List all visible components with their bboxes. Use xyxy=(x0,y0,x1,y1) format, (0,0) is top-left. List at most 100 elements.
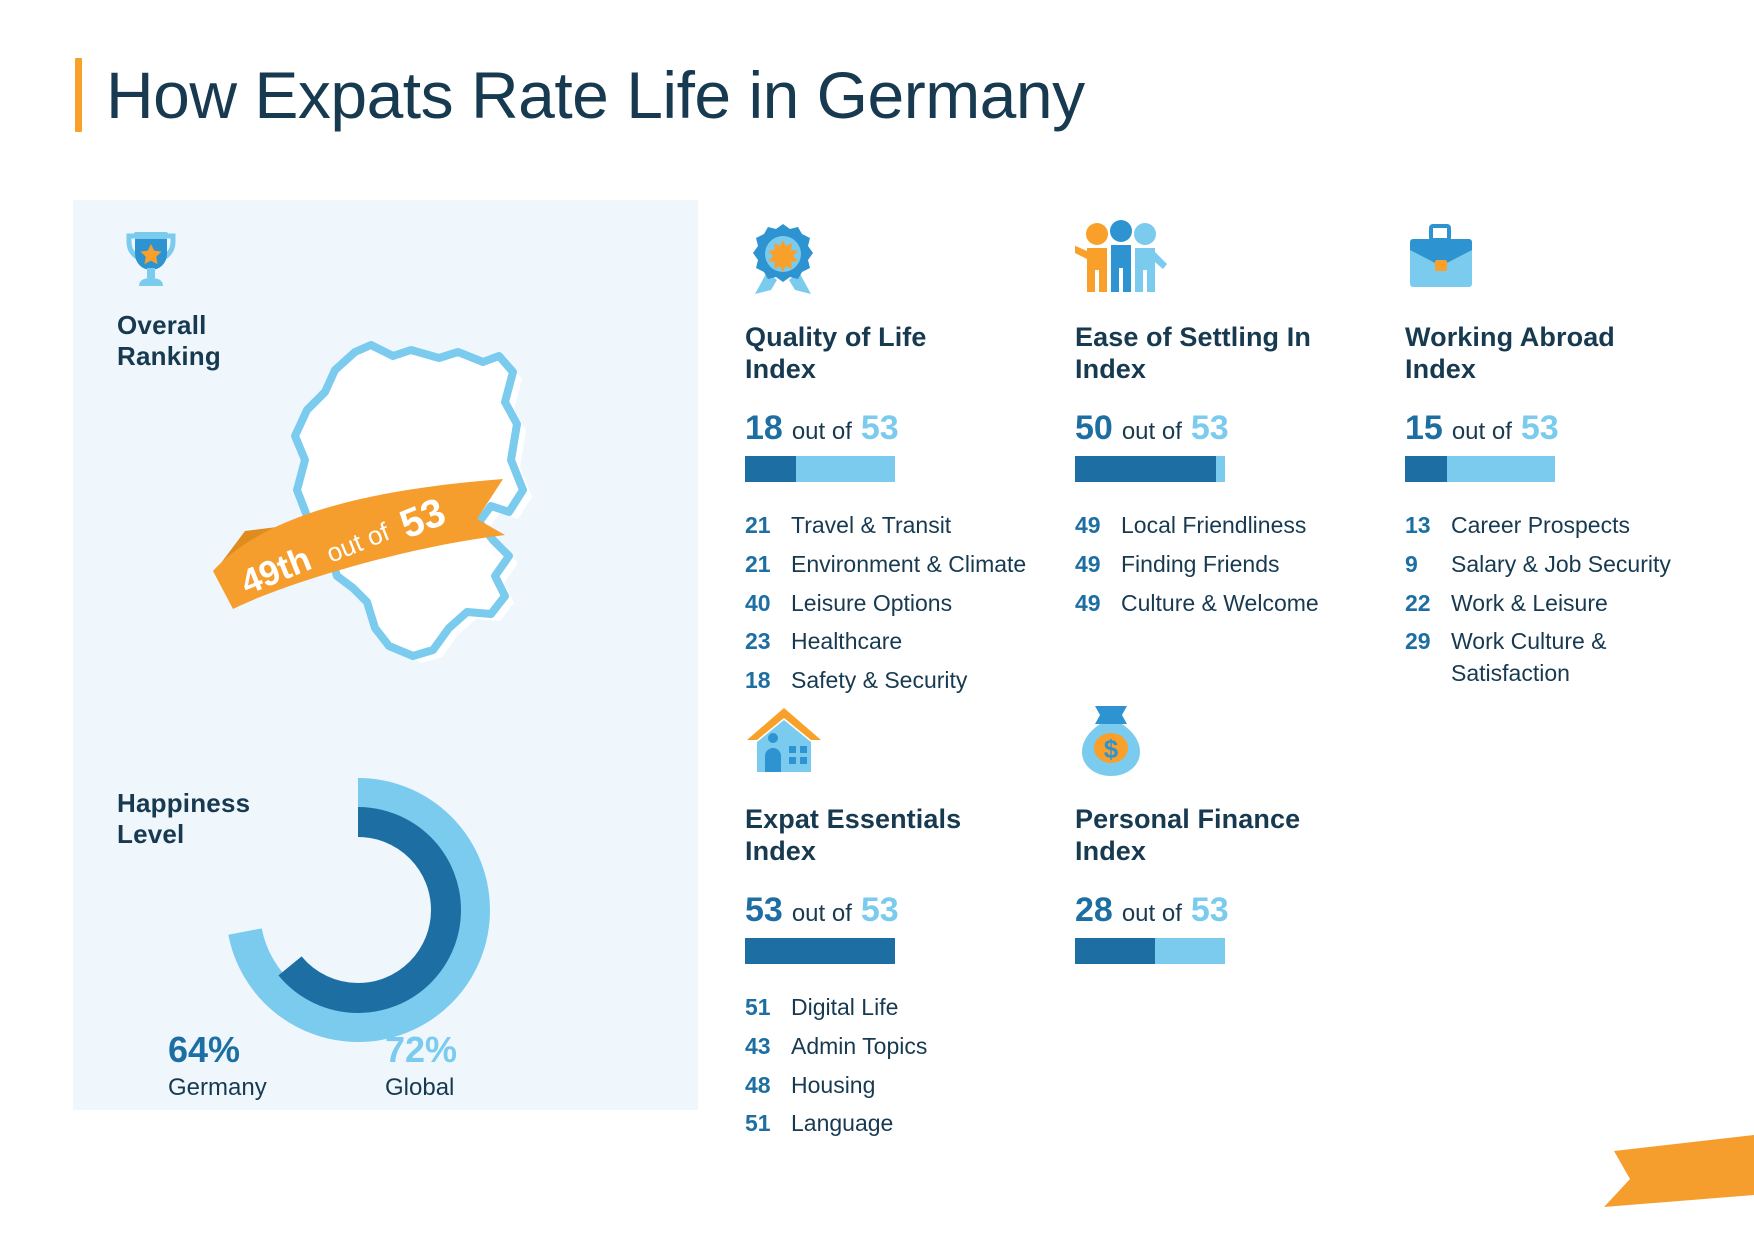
rank-value: 18 xyxy=(745,409,783,448)
rank-progress-bar xyxy=(1075,938,1225,965)
rank-out-of-text: out of xyxy=(1451,418,1512,446)
sub-rank: 40 xyxy=(745,589,771,616)
happiness-global-value: 72% xyxy=(385,1029,458,1070)
happiness-global-stat: 72% Global xyxy=(385,1030,457,1103)
card-title: Personal Finance Index xyxy=(1075,804,1301,866)
happiness-donut-chart xyxy=(208,760,508,1065)
money-bag-icon: $ xyxy=(1075,700,1405,778)
rank-line: 50 out of 53 xyxy=(1075,411,1405,445)
rank-value: 50 xyxy=(1075,409,1113,448)
overall-ranking-panel: Overall Ranking 49th out of 53 xyxy=(73,200,698,1110)
house-icon xyxy=(745,700,1075,778)
sub-rank: 21 xyxy=(745,550,771,577)
sub-index-list: 13 Career Prospects 9 Salary & Job Secur… xyxy=(1405,510,1735,690)
rank-total: 53 xyxy=(1520,409,1559,448)
sub-rank: 48 xyxy=(745,1071,771,1098)
rank-out-of-text: out of xyxy=(791,418,852,446)
rank-progress-bar xyxy=(745,456,895,483)
donut-arc-global xyxy=(226,778,490,1042)
rank-value: 28 xyxy=(1075,891,1113,930)
overall-rank-ribbon: 49th out of 53 xyxy=(203,475,523,625)
sub-label: Digital Life xyxy=(791,994,899,1021)
rank-value: 15 xyxy=(1405,409,1443,448)
sub-rank: 43 xyxy=(745,1032,771,1059)
happiness-germany-value: 64% xyxy=(168,1029,241,1070)
sub-rank: 49 xyxy=(1075,512,1101,539)
sub-label: Finding Friends xyxy=(1121,550,1280,577)
sub-label: Housing xyxy=(791,1071,876,1098)
sub-label: Environment & Climate xyxy=(791,550,1027,577)
list-item: 13 Career Prospects xyxy=(1405,510,1735,542)
rank-out-of-text: out of xyxy=(1121,900,1182,928)
list-item: 21 Environment & Climate xyxy=(745,549,1075,581)
sub-label: Healthcare xyxy=(791,628,903,655)
card-title: Expat Essentials Index xyxy=(745,804,962,866)
sub-label: Travel & Transit xyxy=(791,512,952,539)
rank-total: 53 xyxy=(1190,409,1229,448)
sub-label: Salary & Job Security xyxy=(1451,550,1671,577)
sub-rank: 51 xyxy=(745,1110,771,1137)
list-item: 18 Safety & Security xyxy=(745,665,1075,697)
happiness-germany-caption: Germany xyxy=(168,1073,267,1101)
rank-progress-fill xyxy=(1075,456,1216,483)
rank-line: 53 out of 53 xyxy=(745,893,1075,927)
card-title: Quality of Life Index xyxy=(745,322,927,384)
donut-arc-germany xyxy=(255,807,461,1013)
briefcase-icon xyxy=(1405,218,1735,296)
page-title: How Expats Rate Life in Germany xyxy=(106,58,1085,132)
rank-out-of-text: out of xyxy=(791,900,852,928)
index-card-working-abroad: Working Abroad Index 15 out of 53 13 Car… xyxy=(1405,218,1735,697)
card-title: Working Abroad Index xyxy=(1405,322,1615,384)
happiness-germany-stat: 64% Germany xyxy=(168,1030,267,1103)
sub-rank: 13 xyxy=(1405,512,1431,539)
list-item: 51 Language xyxy=(745,1108,1075,1140)
sub-label: Leisure Options xyxy=(791,589,953,616)
sub-rank: 49 xyxy=(1075,589,1101,616)
rank-total: 53 xyxy=(860,891,899,930)
sub-index-list: 49 Local Friendliness 49 Finding Friends… xyxy=(1075,510,1405,619)
rank-progress-fill xyxy=(745,938,895,965)
sub-rank: 18 xyxy=(745,667,771,694)
rank-line: 15 out of 53 xyxy=(1405,411,1735,445)
sub-label: Safety & Security xyxy=(791,667,968,694)
list-item: 43 Admin Topics xyxy=(745,1031,1075,1063)
rank-progress-bar xyxy=(1405,456,1555,483)
rank-progress-fill xyxy=(1405,456,1447,483)
list-item: 49 Finding Friends xyxy=(1075,549,1405,581)
sub-label: Culture & Welcome xyxy=(1121,589,1319,616)
rank-line: 28 out of 53 xyxy=(1075,893,1405,927)
rank-total: 53 xyxy=(1190,891,1229,930)
title-accent-bar xyxy=(75,58,82,132)
trophy-icon xyxy=(115,220,187,297)
list-item: 9 Salary & Job Security xyxy=(1405,549,1735,581)
sub-rank: 22 xyxy=(1405,589,1431,616)
rank-progress-fill xyxy=(745,456,796,483)
happiness-global-caption: Global xyxy=(385,1073,455,1101)
list-item: 49 Local Friendliness xyxy=(1075,510,1405,542)
list-item: 21 Travel & Transit xyxy=(745,510,1075,542)
sub-label: Work Culture & Satisfaction xyxy=(1451,628,1607,687)
index-card-personal-finance: $ Personal Finance Index 28 out of 53 xyxy=(1075,700,1405,965)
list-item: 23 Healthcare xyxy=(745,626,1075,658)
sub-index-list: 21 Travel & Transit 21 Environment & Cli… xyxy=(745,510,1075,697)
sub-label: Admin Topics xyxy=(791,1032,928,1059)
rank-progress-fill xyxy=(1075,938,1155,965)
page-header: How Expats Rate Life in Germany xyxy=(75,58,1085,132)
rank-out-of-text: out of xyxy=(1121,418,1182,446)
list-item: 40 Leisure Options xyxy=(745,588,1075,620)
sub-label: Career Prospects xyxy=(1451,512,1630,539)
rank-total: 53 xyxy=(860,409,899,448)
rank-progress-bar xyxy=(1075,456,1225,483)
svg-text:$: $ xyxy=(1104,734,1119,764)
list-item: 29 Work Culture & Satisfaction xyxy=(1405,626,1735,689)
award-ribbon-icon xyxy=(745,218,1075,296)
sub-label: Language xyxy=(791,1110,894,1137)
index-card-ease-of-settling-in: Ease of Settling In Index 50 out of 53 4… xyxy=(1075,218,1405,626)
rank-line: 18 out of 53 xyxy=(745,411,1075,445)
sub-rank: 49 xyxy=(1075,550,1101,577)
list-item: 51 Digital Life xyxy=(745,992,1075,1024)
sub-label: Local Friendliness xyxy=(1121,512,1307,539)
list-item: 49 Culture & Welcome xyxy=(1075,588,1405,620)
index-card-expat-essentials: Expat Essentials Index 53 out of 53 51 D… xyxy=(745,700,1075,1147)
